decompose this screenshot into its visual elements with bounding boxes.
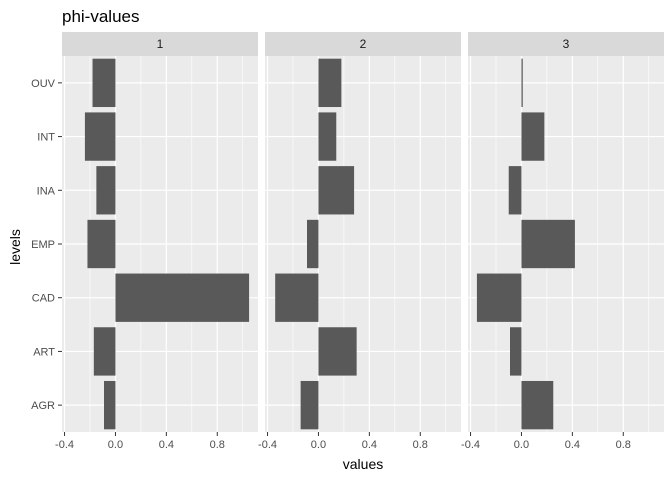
bar-emp-facet-3 [521, 219, 575, 269]
bar-agr-facet-3 [521, 380, 554, 430]
bar-agr-facet-1 [104, 380, 116, 430]
y-tick-label: INT [37, 132, 55, 144]
facet-strip [265, 32, 461, 56]
y-tick-label: AGR [31, 400, 55, 412]
y-tick-label: CAD [32, 293, 55, 305]
bar-art-facet-1 [93, 327, 116, 376]
bar-ouv-facet-1 [92, 58, 116, 108]
facet-strip [62, 32, 258, 56]
x-tick-label: -0.4 [461, 439, 480, 451]
x-axes: -0.4 0.0 0.4 0.8 -0.4 0.0 0.4 0.8 -0.4 0.0 0.4 0.8 [55, 432, 631, 451]
bar-agr-facet-2 [300, 380, 319, 430]
facet-strip-label: 2 [360, 37, 367, 51]
x-tick-label: 0.8 [616, 439, 631, 451]
facet-panel-2: 2 [265, 32, 461, 432]
bar-ina-facet-3 [508, 166, 522, 215]
bar-int-facet-1 [84, 112, 116, 161]
bar-emp-facet-2 [307, 219, 319, 269]
y-tick-label: EMP [31, 239, 55, 251]
x-tick-label: 0.4 [362, 439, 377, 451]
bar-art-facet-3 [510, 327, 522, 376]
bar-cad-facet-3 [476, 273, 522, 322]
bar-ina-facet-2 [318, 166, 355, 215]
x-tick-label: 0.4 [159, 439, 174, 451]
facet-strip-label: 1 [157, 37, 164, 51]
bar-art-facet-2 [318, 327, 357, 376]
x-tick-label: 0.4 [565, 439, 580, 451]
y-axis-title: levels [7, 229, 23, 265]
facet-panel-3: 3 [468, 32, 664, 432]
bar-int-facet-3 [521, 112, 545, 161]
x-tick-label: 0.8 [210, 439, 225, 451]
facet-strip [468, 32, 664, 56]
bar-ouv-facet-3 [521, 58, 523, 108]
x-tick-label: 0.0 [108, 439, 123, 451]
bar-cad-facet-2 [275, 273, 319, 322]
x-tick-label: 0.0 [514, 439, 529, 451]
facet-panel-1: 1 [62, 32, 258, 432]
bar-ina-facet-1 [96, 166, 116, 215]
bar-emp-facet-1 [87, 219, 116, 269]
x-tick-label: -0.4 [258, 439, 277, 451]
y-tick-label: ART [33, 346, 55, 358]
bar-int-facet-2 [318, 112, 337, 161]
x-axis-title: values [343, 456, 383, 472]
bar-cad-facet-1 [115, 273, 250, 322]
chart-title: phi-values [62, 7, 140, 26]
x-tick-label: 0.8 [413, 439, 428, 451]
y-tick-label: INA [37, 185, 56, 197]
facet-panels: 1 2 3 [62, 32, 664, 432]
y-axis: AGR ART CAD EMP INA INT OUV [31, 78, 62, 412]
bar-ouv-facet-2 [318, 58, 342, 108]
facet-strip-label: 3 [563, 37, 570, 51]
x-tick-label: 0.0 [311, 439, 326, 451]
y-tick-label: OUV [31, 78, 56, 90]
x-tick-label: -0.4 [55, 439, 74, 451]
